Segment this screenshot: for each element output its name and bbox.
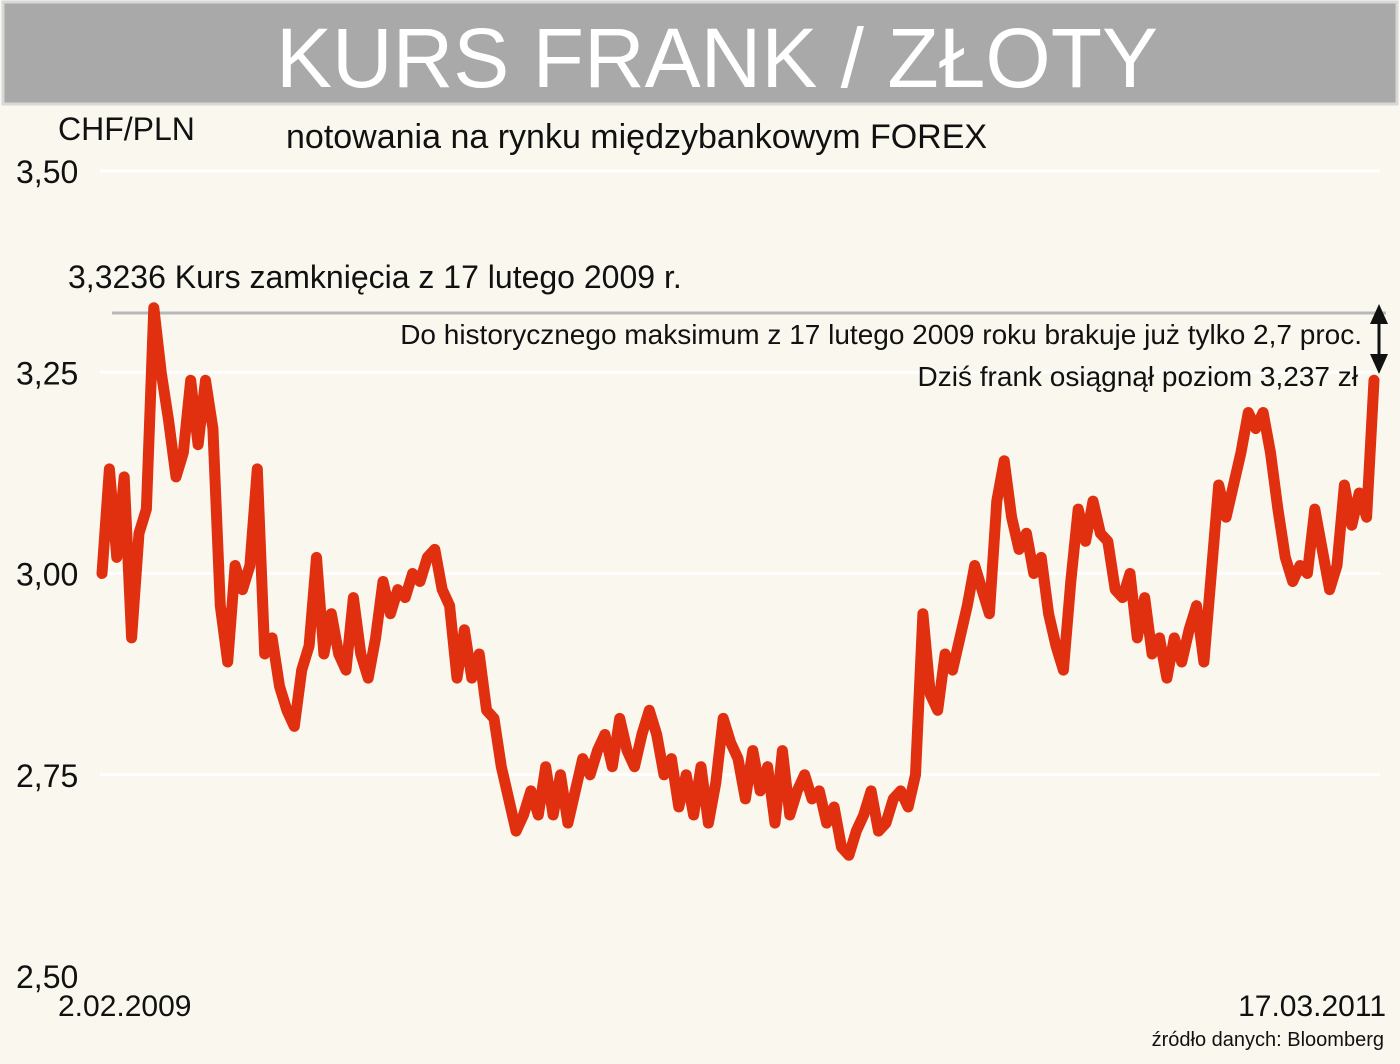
source-label: źródło danych: Bloomberg	[1152, 1029, 1384, 1051]
y-tick-label: 3,25	[16, 355, 78, 391]
double-arrow-icon	[1370, 304, 1388, 374]
chart-title: KURS FRANK / ZŁOTY	[276, 11, 1158, 105]
y-tick-label: 3,50	[16, 154, 78, 190]
annotation-gap: Do historycznego maksimum z 17 lutego 20…	[400, 319, 1362, 350]
reference-label: 3,3236 Kurs zamknięcia z 17 lutego 2009 …	[68, 259, 682, 295]
annotation-today: Dziś frank osiągnął poziom 3,237 zł	[918, 361, 1359, 392]
x-start-label: 2.02.2009	[58, 990, 191, 1023]
series-line	[96, 302, 1380, 861]
y-tick-label: 3,00	[16, 557, 78, 593]
y-axis-label: CHF/PLN	[58, 111, 195, 147]
y-tick-label: 2,50	[16, 959, 78, 995]
x-end-label: 17.03.2011	[1238, 990, 1386, 1023]
chart-subtitle: notowania na rynku międzybankowym FOREX	[286, 118, 987, 156]
y-tick-labels: 3,50 3,25 3,00 2,75 2,50	[16, 154, 78, 995]
title-bar	[1, 0, 1399, 106]
y-tick-label: 2,75	[16, 758, 78, 794]
